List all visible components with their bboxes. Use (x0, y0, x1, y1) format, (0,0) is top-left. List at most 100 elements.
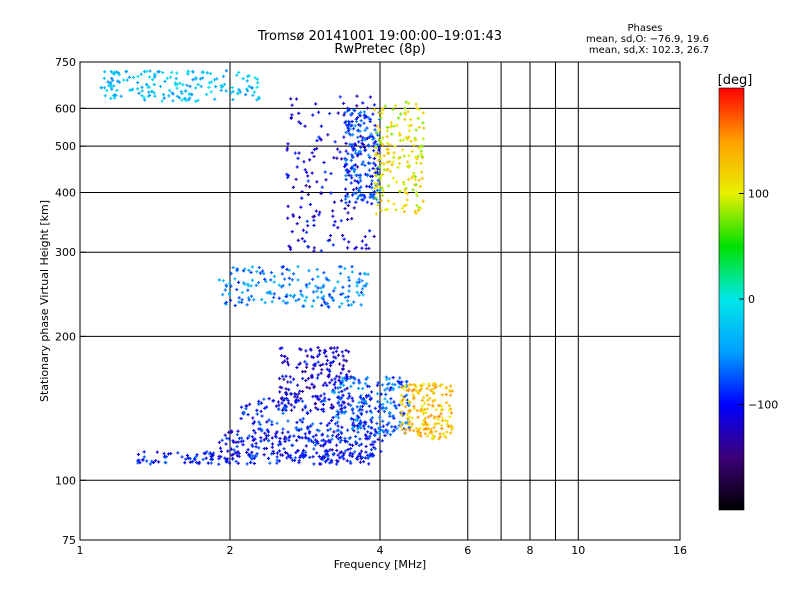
echo-point (261, 269, 265, 273)
echo-point (308, 202, 313, 207)
grid-lines (80, 62, 680, 540)
echo-point (375, 421, 379, 426)
echo-point (332, 391, 336, 395)
echo-point (150, 89, 154, 93)
echo-point (242, 281, 246, 285)
echo-point (377, 111, 381, 115)
echo-point (253, 76, 257, 80)
echo-point (255, 98, 259, 102)
echo-point (257, 427, 261, 431)
echo-point (99, 86, 104, 90)
echo-point (448, 384, 453, 388)
echo-point (352, 188, 356, 192)
echo-point (188, 460, 192, 464)
echo-point (319, 394, 323, 398)
echo-point (219, 449, 223, 454)
echo-point (381, 405, 385, 410)
echo-point (323, 396, 327, 400)
echo-point (416, 415, 420, 419)
echo-point (219, 88, 223, 92)
echo-point (427, 384, 431, 388)
echo-point (312, 386, 316, 390)
echo-point (175, 82, 179, 86)
echo-point (190, 92, 194, 96)
echo-point (430, 387, 434, 392)
echo-point (355, 290, 359, 294)
echo-point (299, 292, 303, 297)
echo-point (350, 265, 354, 269)
echo-point (280, 346, 284, 350)
echo-point (262, 271, 266, 276)
echo-point (257, 402, 261, 406)
echo-point (330, 403, 334, 407)
echo-point (108, 82, 113, 86)
echo-point (147, 90, 151, 94)
echo-point (283, 403, 287, 407)
echo-point (393, 404, 398, 408)
echo-point (217, 454, 221, 459)
echo-point (299, 121, 303, 126)
echo-point (296, 238, 300, 242)
echo-point (181, 83, 185, 87)
echo-point (210, 456, 214, 460)
echo-point (412, 405, 416, 409)
echo-point (382, 168, 386, 172)
phases-legend-o: mean, sd,O: −76.9, 19.6 (586, 34, 709, 45)
echo-point (425, 393, 429, 397)
echo-point (283, 277, 287, 281)
echo-point (346, 350, 351, 354)
echo-point (362, 110, 367, 114)
echo-point (283, 354, 287, 359)
echo-point (340, 396, 344, 400)
echo-point (286, 301, 290, 305)
echo-point (312, 154, 316, 159)
echo-point (343, 187, 348, 191)
echo-point (330, 437, 334, 441)
echo-point (214, 84, 218, 89)
echo-point (395, 123, 399, 127)
echo-point (371, 196, 375, 200)
echo-point (357, 194, 361, 198)
echo-point (254, 283, 258, 287)
echo-point (249, 460, 253, 465)
echo-point (305, 365, 309, 369)
echo-point (359, 442, 364, 446)
echo-point (301, 408, 305, 412)
echo-point (292, 434, 296, 438)
echo-point (358, 460, 363, 464)
echo-point (253, 431, 257, 435)
echo-point (270, 420, 274, 424)
echo-point (322, 455, 327, 459)
echo-point (364, 284, 368, 288)
echo-point (412, 143, 416, 147)
echo-point (419, 170, 424, 174)
echo-point (338, 456, 342, 460)
echo-point (315, 376, 320, 380)
echo-point (313, 401, 318, 406)
echo-point (379, 208, 383, 213)
echo-point (217, 440, 221, 444)
echo-point (386, 382, 390, 386)
echo-point (381, 136, 385, 140)
echo-point (402, 154, 406, 158)
echo-point (288, 293, 293, 298)
echo-point (376, 158, 380, 163)
echo-point (408, 428, 412, 432)
echo-point (451, 426, 455, 430)
echo-point (303, 454, 307, 458)
echo-point (386, 429, 390, 433)
echo-point (432, 391, 436, 395)
plot-frame (79, 61, 681, 541)
echo-point (218, 446, 223, 450)
echo-point (331, 434, 335, 438)
echo-point (328, 111, 332, 116)
echo-point (296, 278, 300, 282)
echo-point (329, 458, 334, 463)
echo-point (320, 407, 324, 412)
echo-point (372, 234, 376, 239)
echo-point (269, 271, 274, 275)
echo-point (341, 453, 346, 457)
echo-point (115, 88, 119, 93)
echo-point (259, 409, 263, 413)
echo-point (290, 278, 294, 282)
